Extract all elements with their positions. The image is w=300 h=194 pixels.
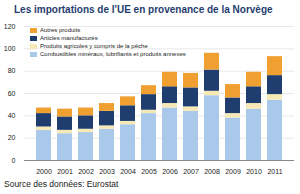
svg-text:20: 20 <box>8 134 16 141</box>
svg-text:2011: 2011 <box>267 168 282 175</box>
svg-text:2004: 2004 <box>120 168 136 175</box>
svg-text:2001: 2001 <box>57 168 73 175</box>
svg-text:100: 100 <box>4 45 16 52</box>
html-text:Articles manufacturés: Articles manufacturés <box>40 35 98 41</box>
svg-text:2005: 2005 <box>141 168 157 175</box>
svg-text:0: 0 <box>12 157 16 164</box>
svg-text:2008: 2008 <box>204 168 220 175</box>
html-text:Combustibles minéraux, lubrifi: Combustibles minéraux, lubrifiants et pr… <box>40 51 186 57</box>
svg-text:2009: 2009 <box>225 168 241 175</box>
svg-text:2006: 2006 <box>162 168 178 175</box>
svg-text:2000: 2000 <box>36 168 52 175</box>
html-text:Produits agricoles y compris d: Produits agricoles y compris de la pêche <box>40 43 148 49</box>
svg-text:2010: 2010 <box>246 168 262 175</box>
svg-text:2002: 2002 <box>78 168 94 175</box>
html-text:Source des données: Eurostat: Source des données: Eurostat <box>4 179 119 189</box>
html-text:Autres produits: Autres produits <box>40 27 81 33</box>
svg-text:80: 80 <box>8 67 16 74</box>
svg-text:2007: 2007 <box>183 168 199 175</box>
svg-text:120: 120 <box>4 23 16 30</box>
svg-text:40: 40 <box>8 112 16 119</box>
html-text:Les importations de l'UE en pr: Les importations de l'UE en provenance d… <box>14 4 273 15</box>
svg-text:2003: 2003 <box>99 168 115 175</box>
svg-text:60: 60 <box>8 90 16 97</box>
